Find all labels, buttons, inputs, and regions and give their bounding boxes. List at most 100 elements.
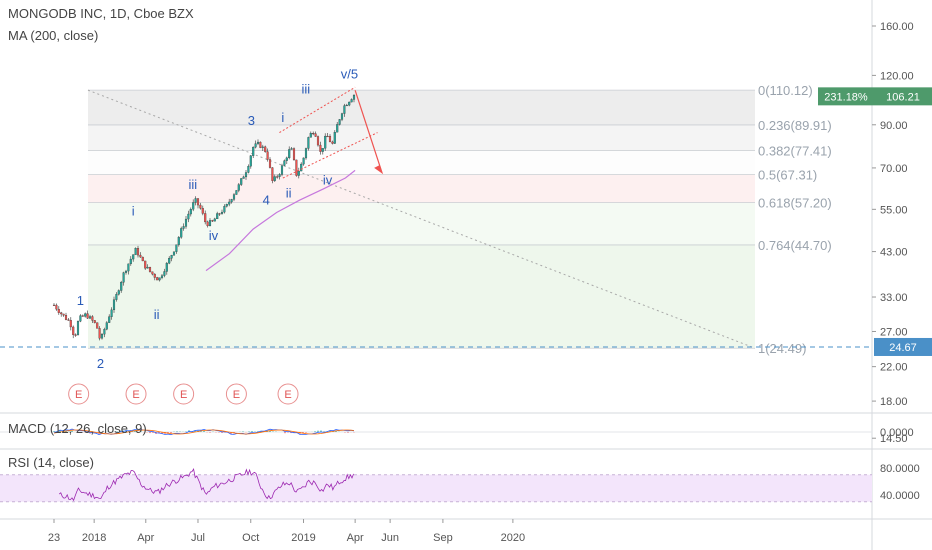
candle-body xyxy=(273,176,276,181)
candle-body xyxy=(192,202,195,210)
candle-body xyxy=(350,99,353,103)
ma200-line xyxy=(205,169,356,272)
macd-histogram-bar xyxy=(119,430,121,432)
macd-histogram-bar xyxy=(302,432,304,434)
change-badge xyxy=(818,87,874,106)
candle-body xyxy=(218,213,221,215)
candle-body xyxy=(79,315,82,322)
candle-body xyxy=(307,137,310,149)
fib-label-0.236: 0.236(89.91) xyxy=(758,118,832,133)
wave-label: 4 xyxy=(263,193,270,208)
time-tick-label: Sep xyxy=(433,532,453,544)
time-tick-label: Apr xyxy=(137,532,154,544)
macd-histogram-bar xyxy=(242,431,244,432)
macd-histogram-bar xyxy=(272,431,274,432)
candle-body xyxy=(280,165,284,175)
candle-body xyxy=(288,149,291,159)
price-tick-label: 14.50 xyxy=(880,433,908,445)
candle-body xyxy=(338,119,341,125)
fibonacci-retracement[interactable]: 0(110.12) 0.236(89.91) 0.382(77.41) 0.5(67.… xyxy=(87,83,832,356)
candle-body xyxy=(165,262,168,272)
candle-body xyxy=(196,198,200,206)
macd-histogram-bar xyxy=(167,432,169,433)
macd-histogram-bar xyxy=(287,432,289,433)
candle-body xyxy=(96,322,99,329)
price-line-badge xyxy=(874,337,932,356)
price-tick-label: 18.00 xyxy=(880,396,908,408)
candle-body xyxy=(184,218,188,227)
macd-histogram-bar xyxy=(149,432,151,434)
price-tick-label: 70.00 xyxy=(880,163,908,175)
candle-body xyxy=(201,208,204,214)
wave-label: iii xyxy=(301,81,310,96)
time-tick-label: Jun xyxy=(381,532,399,544)
price-line-badge-label: 24.67 xyxy=(889,342,917,354)
candle-body xyxy=(225,204,228,207)
earnings-marker xyxy=(277,383,299,405)
wave-label: ii xyxy=(154,307,160,322)
price-tick-label: 43.00 xyxy=(880,247,908,259)
candle-body xyxy=(156,277,159,281)
candle-body xyxy=(136,248,140,256)
candle-body xyxy=(57,308,60,313)
time-tick-label: 2020 xyxy=(501,532,525,544)
candle-body xyxy=(170,255,173,259)
macd-histogram-bar xyxy=(53,431,55,432)
candle-body xyxy=(62,313,65,316)
macd-histogram-bar xyxy=(152,432,154,433)
candle-body xyxy=(84,313,87,317)
axes: 200.00160.00120.0090.0070.0055.0043.0033… xyxy=(48,21,920,544)
candle-body xyxy=(187,213,190,220)
candle-body xyxy=(228,201,231,205)
candle-body xyxy=(172,251,176,256)
price-tick-label: 22.00 xyxy=(880,362,908,374)
earnings-marker xyxy=(68,383,90,405)
wave-label: iv xyxy=(209,228,219,243)
macd-histogram-bar xyxy=(320,430,322,432)
macd-signal-line xyxy=(53,429,355,435)
rsi-tick-label: 40.0000 xyxy=(880,490,920,502)
channel-lower-line xyxy=(282,132,378,179)
time-tick-label: Jul xyxy=(191,532,205,544)
wave-label: iii xyxy=(188,177,197,192)
earnings-marker-label: E xyxy=(180,389,187,401)
candle-body xyxy=(259,141,262,148)
candle-body xyxy=(88,316,92,319)
macd-histogram-bar xyxy=(80,432,82,433)
candle-body xyxy=(105,322,108,330)
macd-histogram-bar xyxy=(209,432,211,433)
candle-body xyxy=(300,163,303,172)
earnings-marker xyxy=(173,383,195,405)
candle-body xyxy=(223,206,226,213)
candle-body xyxy=(340,113,344,120)
candle-body xyxy=(220,211,224,214)
fib-label-0.5: 0.5(67.31) xyxy=(758,168,817,183)
candle-body xyxy=(158,277,161,281)
candle-body xyxy=(297,170,300,176)
macd-histogram-bar xyxy=(140,431,142,432)
candle-body xyxy=(60,312,63,315)
candle-body xyxy=(144,260,147,269)
candle-body xyxy=(314,133,317,137)
fib-zone-0 xyxy=(88,90,755,125)
candle-body xyxy=(213,218,216,222)
candle-body xyxy=(129,258,132,265)
fib-label-1: 1(24.49) xyxy=(758,341,806,356)
candle-body xyxy=(182,226,185,229)
candle-body xyxy=(240,178,243,185)
macd-histogram-bar xyxy=(221,432,223,433)
wave-label: iv xyxy=(323,173,333,188)
fib-label-0.618: 0.618(57.20) xyxy=(758,196,832,211)
macd-histogram-bar xyxy=(347,432,349,433)
macd-histogram-bar xyxy=(269,430,271,432)
candle-body xyxy=(208,220,212,227)
macd-histogram-bar xyxy=(251,431,253,432)
macd-histogram-bar xyxy=(305,432,307,433)
candle-body xyxy=(328,136,332,143)
candle-body xyxy=(124,270,128,273)
macd-histogram-bar xyxy=(194,430,196,432)
candle-body xyxy=(316,136,320,146)
candle-body xyxy=(112,299,116,311)
